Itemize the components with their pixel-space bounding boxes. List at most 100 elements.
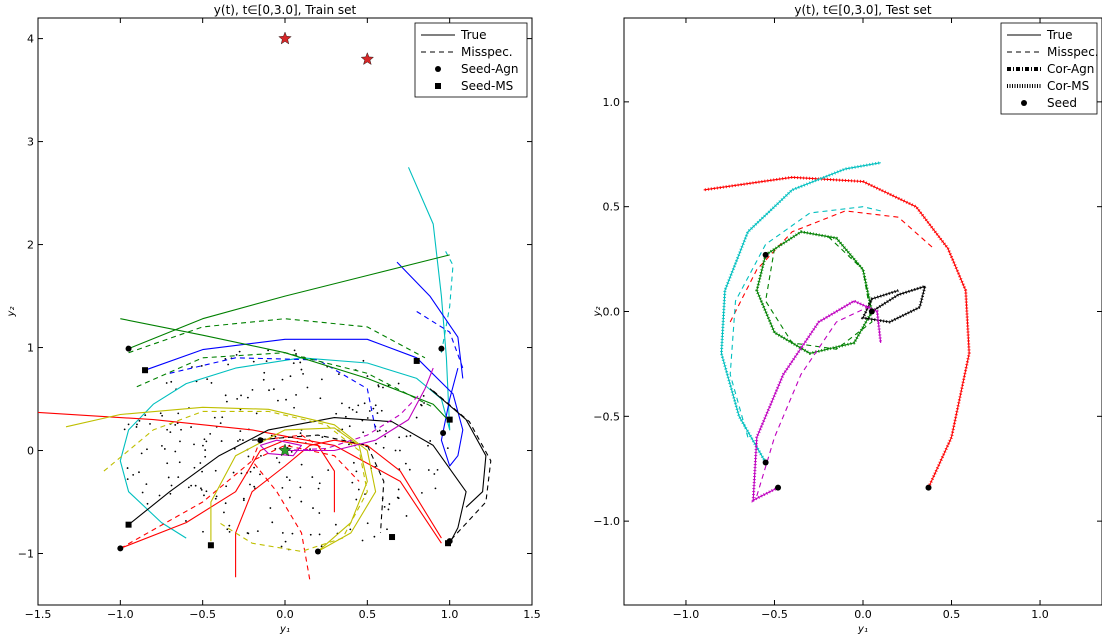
sample-point xyxy=(159,412,162,415)
sample-point xyxy=(348,406,351,409)
series-correction-2 xyxy=(719,161,881,464)
sample-point xyxy=(138,471,140,474)
sample-point xyxy=(394,449,397,452)
sample-point xyxy=(268,389,270,392)
x-tick-label: 1.0 xyxy=(1031,608,1049,621)
sample-point xyxy=(397,382,400,385)
sample-point xyxy=(178,461,181,464)
legend-entry: Seed-Agn xyxy=(435,62,519,76)
sample-point xyxy=(238,350,241,353)
x-tick-label: −0.5 xyxy=(761,608,788,621)
legend-entry: Seed-MS xyxy=(435,79,513,93)
legend-swatch-square xyxy=(435,83,441,89)
series-line-7 xyxy=(120,318,451,423)
sample-point xyxy=(415,416,418,419)
series-line-23 xyxy=(285,367,434,452)
sample-point xyxy=(224,502,227,505)
sample-point xyxy=(187,486,190,489)
seed-circle-3 xyxy=(762,251,769,258)
seed-circle-4 xyxy=(868,308,875,315)
sample-point xyxy=(408,468,411,471)
sample-point xyxy=(135,426,138,428)
sample-point xyxy=(351,481,354,484)
legend-label: Cor-Agn xyxy=(1047,62,1094,76)
series-line-4 xyxy=(169,357,377,431)
x-tick-label: 0.0 xyxy=(854,608,872,621)
sample-point xyxy=(274,448,277,450)
sample-point xyxy=(206,378,209,381)
sample-point xyxy=(191,366,193,368)
y-tick-label: −1.0 xyxy=(593,515,620,528)
sample-point xyxy=(249,483,251,486)
x-tick-label: 0.5 xyxy=(943,608,961,621)
sample-point xyxy=(272,388,275,391)
sample-point xyxy=(327,469,330,471)
legend-entry: True xyxy=(421,28,487,42)
sample-point xyxy=(376,430,379,433)
sample-point xyxy=(429,440,432,442)
sample-point xyxy=(355,411,358,414)
sample-point xyxy=(123,428,126,431)
test-plot-area: −1.0 −0.5 0.0 0.5 1.0 −1.0 −0.5 0.0 0.5 1.0 xyxy=(593,17,1102,621)
sample-point xyxy=(387,508,390,511)
sample-point xyxy=(366,522,369,525)
series-line-8 xyxy=(128,318,426,359)
sample-point xyxy=(251,388,254,391)
sample-point xyxy=(293,406,295,409)
seed-circle-4 xyxy=(438,345,445,352)
sample-point xyxy=(202,444,204,447)
series-line-21 xyxy=(103,410,368,552)
sample-point xyxy=(194,484,197,487)
sample-point xyxy=(348,425,351,428)
legend-entry: Misspec. xyxy=(1007,45,1099,59)
sample-point xyxy=(190,426,192,428)
sample-point xyxy=(433,473,436,475)
sample-point xyxy=(127,423,130,426)
star-marker-0 xyxy=(278,31,292,45)
x-tick-label: −1.0 xyxy=(107,608,134,621)
sample-point xyxy=(409,434,412,437)
sample-point xyxy=(144,414,147,417)
y-tick-label: −0.5 xyxy=(593,410,620,423)
sample-point xyxy=(284,540,287,543)
sample-point xyxy=(302,373,304,375)
series-line-24 xyxy=(284,393,421,452)
sample-point xyxy=(446,447,449,450)
sample-point xyxy=(200,365,203,367)
sample-point xyxy=(366,417,369,419)
sample-point xyxy=(300,463,303,466)
x-tick-label: 0.0 xyxy=(276,608,294,621)
seed-square-5 xyxy=(389,534,396,541)
sample-point xyxy=(193,466,196,469)
sample-point xyxy=(306,386,309,389)
train-chart-title: y(t), t∈[0,3.0], Train set xyxy=(214,3,357,17)
sample-point xyxy=(357,404,360,407)
test-x-axis-label: y₁ xyxy=(857,624,868,635)
sample-point xyxy=(377,385,380,388)
train-x-axis-label: y₁ xyxy=(279,624,290,635)
series-line-1 xyxy=(729,210,935,323)
sample-point xyxy=(232,471,235,474)
sample-point xyxy=(366,375,369,378)
sample-point xyxy=(252,360,255,363)
sample-point xyxy=(299,361,302,364)
sample-point xyxy=(292,362,295,365)
sample-point xyxy=(309,533,312,536)
sample-point xyxy=(227,363,230,366)
sample-point xyxy=(405,515,408,517)
sample-point xyxy=(399,449,401,452)
sample-point xyxy=(190,484,193,487)
series-line-5 xyxy=(765,235,873,350)
sample-point xyxy=(368,410,371,412)
test-y-axis-label: y₂ xyxy=(592,307,603,318)
test-chart-title: y(t), t∈[0,3.0], Test set xyxy=(794,3,932,17)
sample-point xyxy=(352,461,355,464)
seed-square-0 xyxy=(142,367,149,374)
sample-point xyxy=(397,497,400,500)
sample-point xyxy=(174,424,177,426)
legend-label: True xyxy=(1046,28,1073,42)
sample-point xyxy=(214,469,217,472)
sample-point xyxy=(404,462,407,465)
sample-point xyxy=(405,435,408,438)
series-correction-0 xyxy=(703,175,971,489)
